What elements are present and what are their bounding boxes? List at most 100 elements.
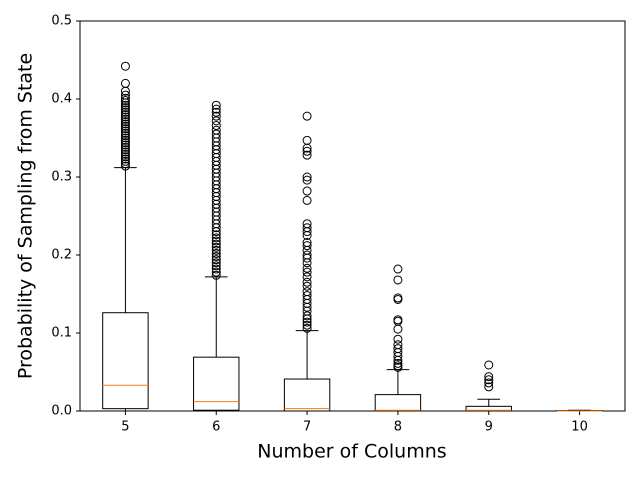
outlier bbox=[120, 121, 130, 131]
y-tick-label: 0.4 bbox=[51, 92, 72, 107]
outlier bbox=[211, 258, 221, 268]
outlier bbox=[211, 252, 221, 262]
outlier bbox=[484, 378, 494, 388]
outlier bbox=[393, 358, 403, 368]
outlier bbox=[302, 195, 312, 205]
outlier bbox=[393, 344, 403, 354]
outlier bbox=[302, 263, 312, 273]
outlier bbox=[120, 140, 130, 150]
y-tick-label: 0.3 bbox=[51, 170, 72, 185]
outlier bbox=[120, 114, 130, 124]
outlier bbox=[393, 264, 403, 274]
outlier bbox=[302, 317, 312, 327]
x-tick-label: 6 bbox=[212, 420, 220, 435]
outlier bbox=[393, 315, 403, 325]
outlier bbox=[211, 129, 221, 139]
outlier bbox=[211, 255, 221, 265]
outlier bbox=[120, 112, 130, 122]
outlier bbox=[211, 267, 221, 277]
outlier bbox=[393, 340, 403, 350]
outlier bbox=[302, 186, 312, 196]
outlier bbox=[211, 239, 221, 249]
outlier bbox=[120, 152, 130, 162]
outlier bbox=[484, 372, 494, 382]
box bbox=[465, 405, 512, 412]
outlier bbox=[120, 61, 130, 71]
outlier bbox=[211, 248, 221, 258]
outlier bbox=[302, 245, 312, 255]
outlier bbox=[120, 128, 130, 138]
outlier bbox=[302, 320, 312, 330]
x-tick-label: 5 bbox=[121, 420, 129, 435]
outlier bbox=[120, 78, 130, 88]
outlier bbox=[302, 146, 312, 156]
y-tick-label: 0.1 bbox=[51, 326, 72, 341]
outlier bbox=[211, 236, 221, 246]
outlier bbox=[120, 145, 130, 155]
outlier bbox=[211, 270, 221, 280]
outlier bbox=[211, 230, 221, 240]
outlier bbox=[120, 156, 130, 166]
outlier bbox=[393, 324, 403, 334]
outlier bbox=[484, 382, 494, 392]
outlier bbox=[211, 245, 221, 255]
axes-frame bbox=[79, 20, 626, 412]
outlier bbox=[211, 107, 221, 117]
outlier bbox=[302, 281, 312, 291]
outlier bbox=[484, 360, 494, 370]
outlier bbox=[211, 125, 221, 135]
outlier bbox=[120, 133, 130, 143]
outlier bbox=[120, 135, 130, 145]
outlier bbox=[302, 150, 312, 160]
outlier bbox=[120, 131, 130, 141]
outlier bbox=[302, 272, 312, 282]
x-axis-label: Number of Columns bbox=[257, 441, 446, 463]
outlier bbox=[120, 90, 130, 100]
outlier bbox=[302, 277, 312, 287]
outlier bbox=[393, 275, 403, 285]
outlier bbox=[120, 161, 130, 171]
outlier bbox=[393, 334, 403, 344]
outlier bbox=[302, 287, 312, 297]
outlier bbox=[211, 121, 221, 131]
outlier bbox=[302, 238, 312, 248]
outlier bbox=[120, 117, 130, 127]
outlier bbox=[211, 104, 221, 114]
box bbox=[102, 312, 149, 410]
outlier bbox=[120, 93, 130, 103]
x-tick-label: 10 bbox=[571, 420, 588, 435]
y-tick-label: 0.0 bbox=[51, 404, 72, 419]
outlier bbox=[120, 107, 130, 117]
outlier bbox=[302, 172, 312, 182]
outlier bbox=[120, 124, 130, 134]
y-axis-label: Probability of Sampling from State bbox=[15, 53, 37, 379]
outlier bbox=[211, 242, 221, 252]
outlier bbox=[302, 175, 312, 185]
outlier bbox=[302, 111, 312, 121]
x-tick-label: 7 bbox=[303, 420, 311, 435]
outlier bbox=[302, 223, 312, 233]
outlier bbox=[302, 219, 312, 229]
outlier bbox=[120, 105, 130, 115]
box bbox=[193, 356, 240, 411]
outlier bbox=[302, 135, 312, 145]
outlier bbox=[120, 159, 130, 169]
outlier bbox=[120, 147, 130, 157]
outlier bbox=[302, 241, 312, 251]
y-tick-label: 0.5 bbox=[51, 14, 72, 29]
box bbox=[283, 378, 331, 412]
outlier bbox=[211, 111, 221, 121]
outlier bbox=[120, 110, 130, 120]
box bbox=[374, 394, 422, 412]
y-tick-label: 0.2 bbox=[51, 248, 72, 263]
outlier bbox=[120, 96, 130, 106]
outlier bbox=[120, 126, 130, 136]
outlier bbox=[120, 149, 130, 159]
outlier bbox=[211, 261, 221, 271]
x-tick-label: 8 bbox=[394, 420, 402, 435]
outlier bbox=[393, 293, 403, 303]
outlier bbox=[120, 154, 130, 164]
outlier bbox=[302, 250, 312, 260]
outlier bbox=[302, 311, 312, 321]
